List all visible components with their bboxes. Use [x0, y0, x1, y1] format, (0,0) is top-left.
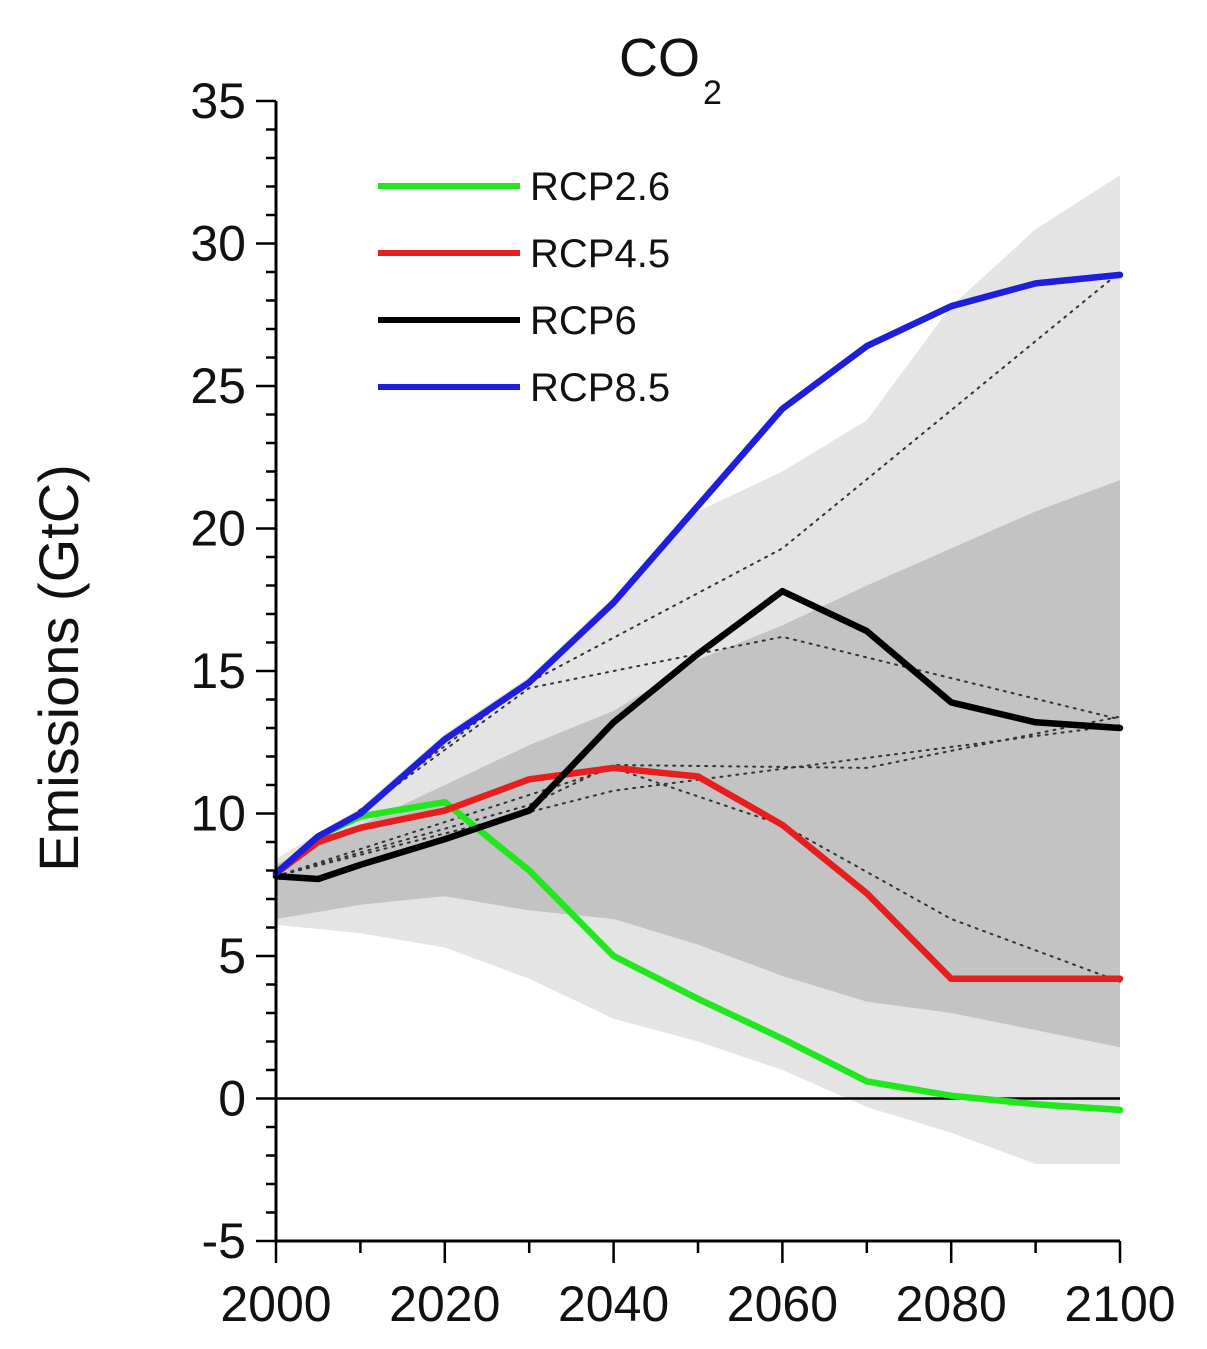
dotted-trend-line-2 [275, 635, 1121, 875]
uncertainty-band-2 [276, 480, 1120, 1048]
y-tick-label: 15 [190, 643, 246, 699]
x-tick-label: 2040 [558, 1276, 669, 1332]
chart-title: CO [619, 28, 700, 88]
legend: RCP2.6 RCP4.5 RCP6 RCP8.5 [378, 165, 670, 410]
y-tick-label: 30 [190, 216, 246, 272]
dotted-trend-line-4 [275, 766, 1121, 983]
y-tick-label: 25 [190, 358, 246, 414]
dotted-trend-lines [275, 271, 1121, 983]
dotted-trend-line-5 [275, 724, 1121, 878]
y-tick-label: 10 [190, 786, 246, 842]
y-tick-label: 5 [218, 928, 246, 984]
uncertainty-bands [276, 175, 1120, 1165]
y-tick-label: 20 [190, 501, 246, 557]
legend-label-rcp6: RCP6 [530, 299, 637, 343]
x-tick-label: 2100 [1064, 1276, 1175, 1332]
series-line-rcp8-5 [272, 271, 1124, 877]
x-tick-label: 2060 [727, 1276, 838, 1332]
y-tick-label: 0 [218, 1071, 246, 1127]
y-tick-label: 35 [190, 73, 246, 129]
x-tick-label: 2080 [896, 1276, 1007, 1332]
y-tick-label: -5 [202, 1213, 246, 1269]
legend-label-rcp4-5: RCP4.5 [530, 232, 670, 276]
series-line-rcp4-5 [272, 764, 1124, 983]
series-lines [272, 271, 1124, 1114]
x-tick-label: 2000 [220, 1276, 331, 1332]
y-axis-label: Emissions (GtC) [27, 464, 90, 872]
chart-title-main: CO [619, 28, 700, 88]
x-tick-label: 2020 [389, 1276, 500, 1332]
axes: -5 0 5 10 15 20 25 30 35 2000 2020 2040 2060 2080 2100 [190, 73, 1175, 1332]
dotted-trend-line-3 [275, 715, 1121, 878]
legend-label-rcp8-5: RCP8.5 [530, 366, 670, 410]
chart-title-subscript: 2 [703, 74, 722, 112]
legend-label-rcp2-6: RCP2.6 [530, 165, 670, 209]
series-line-rcp6 [272, 587, 1124, 883]
